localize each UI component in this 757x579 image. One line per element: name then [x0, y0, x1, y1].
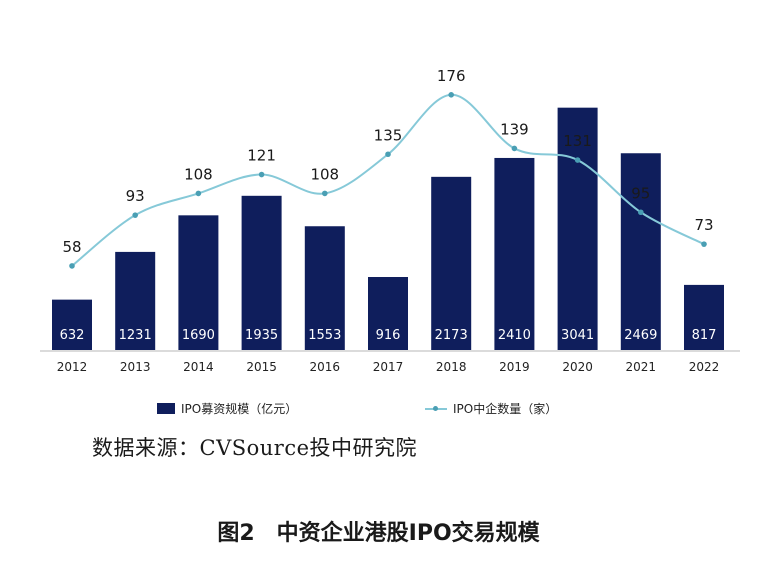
line-value-label-2013: 93 — [126, 187, 145, 205]
bar-2018 — [431, 176, 472, 350]
legend: IPO募资规模（亿元） IPO中企数量（家） — [0, 400, 757, 420]
bar-value-label-2015: 1935 — [245, 328, 278, 343]
line-value-label-2019: 139 — [500, 120, 529, 138]
line-value-label-2020: 131 — [563, 132, 592, 150]
x-axis-ticks: 2012 2013 2014 2015 2016 2017 2018 2019 2020 2021… — [57, 360, 720, 374]
line-value-label-2021: 95 — [631, 184, 650, 202]
x-tick-label-2014: 2014 — [183, 360, 214, 374]
bar-2019 — [494, 157, 535, 350]
legend-line-swatch — [425, 405, 447, 411]
bar-series: 632 1231 1690 1935 1553 916 2173 2410 3041 2469 81… — [52, 107, 724, 350]
legend-line-label: IPO中企数量（家） — [453, 402, 558, 416]
bar-value-label-2016: 1553 — [308, 328, 341, 343]
line-value-label-2018: 176 — [437, 67, 466, 85]
legend-item-bar: IPO募资规模（亿元） — [157, 400, 297, 417]
bar-value-label-2017: 916 — [376, 328, 401, 343]
bar-2021 — [620, 153, 661, 350]
x-tick-label-2013: 2013 — [120, 360, 151, 374]
bar-2012 — [52, 299, 92, 350]
line-point-2018 — [448, 92, 455, 98]
source-note: 数据来源：CVSource投中研究院 — [92, 436, 418, 460]
bar-2020 — [557, 107, 598, 350]
bar-value-label-2021: 2469 — [624, 328, 657, 343]
line-value-label-2012: 58 — [62, 238, 81, 256]
line-series: 58 93 108 121 108 135 176 139 131 95 73 — [62, 67, 714, 269]
x-tick-label-2017: 2017 — [373, 360, 404, 374]
legend-item-line: IPO中企数量（家） — [425, 400, 557, 417]
line-value-label-2015: 121 — [247, 147, 276, 165]
bar-value-label-2014: 1690 — [182, 328, 215, 343]
x-tick-label-2020: 2020 — [562, 360, 593, 374]
x-tick-label-2018: 2018 — [436, 360, 467, 374]
bar-2016 — [304, 226, 345, 350]
x-tick-label-2022: 2022 — [689, 360, 720, 374]
line-point-2019 — [511, 145, 518, 152]
line-point-2016 — [322, 190, 328, 197]
x-tick-label-2012: 2012 — [57, 360, 88, 374]
line-point-2014 — [195, 190, 202, 197]
bar-2014 — [178, 215, 219, 350]
line-value-label-2022: 73 — [694, 216, 713, 234]
bar-value-label-2022: 817 — [692, 328, 717, 343]
bar-value-label-2019: 2410 — [498, 328, 531, 343]
x-tick-label-2019: 2019 — [499, 360, 530, 374]
bar-2017 — [368, 277, 408, 350]
line-point-2012 — [69, 263, 75, 269]
chart-area: 632 1231 1690 1935 1553 916 2173 2410 3041 2469 81… — [40, 67, 740, 374]
line-point-2013 — [132, 212, 138, 218]
line-point-2020 — [574, 157, 581, 163]
line-value-label-2014: 108 — [184, 165, 213, 183]
x-tick-label-2015: 2015 — [246, 360, 277, 374]
bar-value-label-2013: 1231 — [119, 328, 152, 343]
line-point-2017 — [385, 151, 391, 158]
bar-2022 — [684, 284, 724, 350]
bar-value-label-2018: 2173 — [435, 328, 468, 343]
legend-bar-label: IPO募资规模（亿元） — [181, 402, 298, 416]
legend-bar-swatch — [157, 403, 175, 414]
x-tick-label-2021: 2021 — [626, 360, 657, 374]
figure-caption: 图2 中资企业港股IPO交易规模 — [217, 521, 540, 546]
line-value-label-2016: 108 — [310, 165, 339, 183]
bar-value-label-2020: 3041 — [561, 328, 594, 343]
line-point-2022 — [701, 241, 707, 247]
bar-2015 — [241, 195, 282, 350]
line-path — [71, 93, 705, 267]
bar-2013 — [115, 251, 156, 350]
line-point-2015 — [258, 171, 265, 178]
line-point-2021 — [638, 209, 644, 216]
x-tick-label-2016: 2016 — [310, 360, 341, 374]
bar-value-label-2012: 632 — [60, 328, 85, 343]
line-value-label-2017: 135 — [374, 126, 403, 144]
